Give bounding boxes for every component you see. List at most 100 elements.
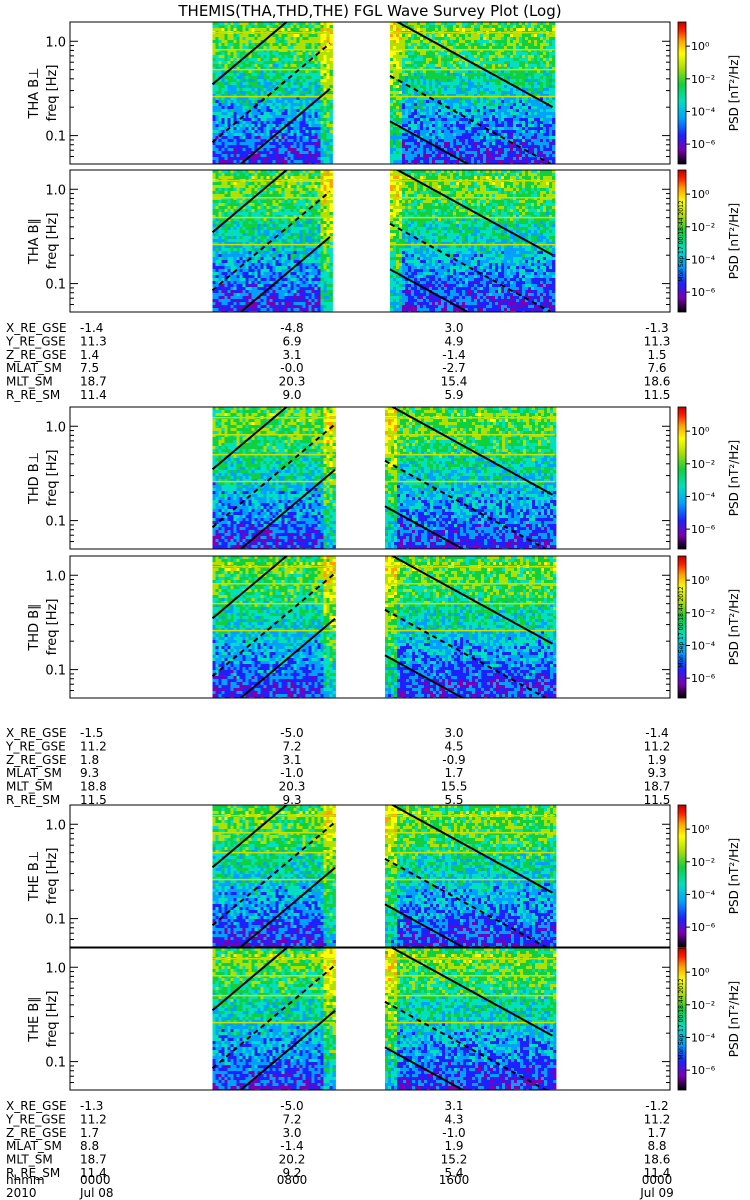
spectrogram-cell bbox=[546, 142, 550, 146]
spectrogram-cell bbox=[215, 70, 219, 74]
spectrogram-cell bbox=[254, 55, 258, 59]
spectrogram-cell bbox=[462, 34, 466, 38]
spectrogram-cell bbox=[227, 25, 231, 29]
spectrogram-cell bbox=[305, 142, 309, 146]
spectrogram-cell bbox=[218, 293, 222, 297]
spectrogram-cell bbox=[543, 25, 547, 29]
spectrogram-cell bbox=[468, 145, 472, 149]
spectrogram-cell bbox=[489, 148, 493, 152]
spectrogram-cell bbox=[513, 148, 517, 152]
spectrogram-cell bbox=[239, 28, 243, 32]
spectrogram-cell bbox=[278, 79, 282, 83]
spectrogram-cell bbox=[302, 58, 306, 62]
spectrogram-cell bbox=[227, 28, 231, 32]
spectrogram-cell bbox=[459, 25, 463, 29]
spectrogram-cell bbox=[269, 58, 273, 62]
spectrogram-cell bbox=[224, 230, 228, 234]
spectrogram-cell bbox=[465, 103, 469, 107]
spectrogram-cell bbox=[495, 82, 499, 86]
spectrogram-cell bbox=[390, 61, 394, 65]
spectrogram-cell bbox=[405, 160, 409, 164]
spectrogram-cell bbox=[435, 127, 439, 131]
spectral-band bbox=[212, 95, 330, 98]
spectrogram-cell bbox=[290, 94, 294, 98]
spectrogram-cell bbox=[507, 151, 511, 155]
spectrogram-cell bbox=[399, 70, 403, 74]
spectrogram-cell bbox=[329, 154, 333, 158]
spectrogram-cell bbox=[260, 58, 264, 62]
spectrogram-cell bbox=[426, 28, 430, 32]
spectrogram-cell bbox=[474, 52, 478, 56]
spectrogram-cell bbox=[284, 136, 288, 140]
spectrogram-cell bbox=[290, 133, 294, 137]
spectrogram-cell bbox=[411, 43, 415, 47]
spectrogram-cell bbox=[263, 97, 267, 101]
spectrogram-cell bbox=[501, 25, 505, 29]
spectrogram-cell bbox=[212, 121, 216, 125]
spectrogram-cell bbox=[326, 91, 330, 95]
spectrogram-cell bbox=[456, 52, 460, 56]
spectrogram-cell bbox=[432, 115, 436, 119]
spectrogram-cell bbox=[245, 43, 249, 47]
spectrogram-cell bbox=[543, 139, 547, 143]
spectrogram-cell bbox=[227, 263, 231, 267]
spectrogram-cell bbox=[435, 34, 439, 38]
spectrogram-cell bbox=[320, 73, 324, 77]
spectrogram-cell bbox=[275, 145, 279, 149]
spectrogram-cell bbox=[305, 40, 309, 44]
spectrogram-cell bbox=[522, 58, 526, 62]
spectrogram-cell bbox=[417, 142, 421, 146]
spectrogram-cell bbox=[260, 94, 264, 98]
spectrogram-cell bbox=[296, 49, 300, 53]
spectrogram-cell bbox=[414, 49, 418, 53]
spectrogram-cell bbox=[248, 85, 252, 89]
spectrogram-cell bbox=[477, 22, 481, 26]
spectrogram-cell bbox=[233, 275, 237, 279]
spectrogram-cell bbox=[471, 148, 475, 152]
spectrogram-cell bbox=[215, 64, 219, 68]
spectrogram-cell bbox=[480, 49, 484, 53]
spectrogram-cell bbox=[233, 154, 237, 158]
spectrogram-cell bbox=[465, 49, 469, 53]
spectrogram-cell bbox=[212, 25, 216, 29]
spectrogram-cell bbox=[507, 46, 511, 50]
spectrogram-cell bbox=[257, 124, 261, 128]
spectrogram-cell bbox=[266, 121, 270, 125]
spectrogram-cell bbox=[432, 34, 436, 38]
spectrogram-cell bbox=[507, 118, 511, 122]
spectrogram-cell bbox=[224, 76, 228, 80]
spectrogram-cell bbox=[230, 142, 234, 146]
spectrogram-cell bbox=[462, 118, 466, 122]
spectrogram-cell bbox=[251, 145, 255, 149]
spectrogram-cell bbox=[465, 88, 469, 92]
spectrogram-cell bbox=[302, 82, 306, 86]
spectrogram-cell bbox=[480, 133, 484, 137]
spectrogram-cell bbox=[510, 160, 514, 164]
spectrogram-cell bbox=[474, 40, 478, 44]
spectrogram-cell bbox=[402, 151, 406, 155]
spectrogram-cell bbox=[462, 130, 466, 134]
spectrogram-cell bbox=[257, 136, 261, 140]
spectrogram-cell bbox=[390, 112, 394, 116]
spectrogram-cell bbox=[528, 100, 532, 104]
spectrogram-cell bbox=[287, 109, 291, 113]
spectrogram-cell bbox=[390, 70, 394, 74]
spectrogram-cell bbox=[450, 136, 454, 140]
spectrogram-cell bbox=[420, 100, 424, 104]
spectrogram-cell bbox=[507, 79, 511, 83]
spectrogram-cell bbox=[477, 28, 481, 32]
spectrogram-cell bbox=[257, 67, 261, 71]
spectrogram-cell bbox=[405, 34, 409, 38]
spectrogram-cell bbox=[408, 91, 412, 95]
spectrogram-cell bbox=[456, 22, 460, 26]
spectrogram-cell bbox=[239, 79, 243, 83]
spectrogram-cell bbox=[257, 115, 261, 119]
spectrogram-cell bbox=[308, 70, 312, 74]
spectrogram-cell bbox=[489, 28, 493, 32]
panel-label: THA B⊥ bbox=[27, 68, 42, 120]
spectrogram-cell bbox=[329, 97, 333, 101]
spectrogram-cell bbox=[531, 112, 535, 116]
spectrogram-cell bbox=[396, 118, 400, 122]
spectrogram-cell bbox=[263, 76, 267, 80]
spectrogram-cell bbox=[233, 106, 237, 110]
